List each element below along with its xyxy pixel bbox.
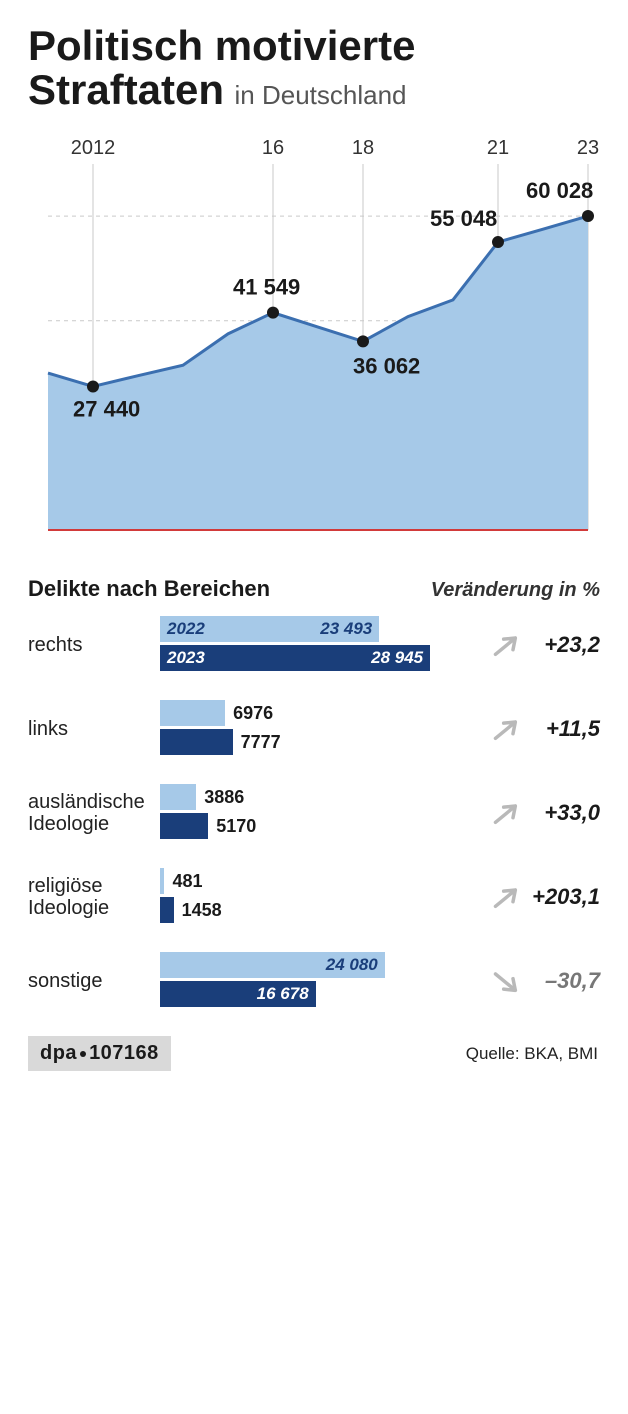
title-sub: in Deutschland: [235, 80, 407, 110]
change-value: +23,2: [526, 632, 600, 658]
svg-text:41 549: 41 549: [233, 275, 300, 300]
agency-name: dpa: [40, 1042, 77, 1064]
category-label: links: [28, 718, 160, 740]
bar-value: 1458: [182, 900, 222, 921]
footer-agency: dpa 107168: [28, 1036, 171, 1071]
bar-value: 28 945: [364, 648, 430, 668]
category-bars: 6976 7777: [160, 700, 460, 758]
bar-2023: [160, 729, 233, 755]
category-row: rechts2022 23 493 2023 28 945 +23,2: [28, 616, 600, 674]
category-bars: 2022 23 493 2023 28 945: [160, 616, 460, 674]
svg-text:27 440: 27 440: [73, 397, 140, 422]
area-chart: 2012 16 18 21 23 27 440 41 549 36 062 55 048 60 0…: [28, 130, 600, 550]
bar-value: 6976: [233, 703, 273, 724]
bar-value: 23 493: [313, 619, 379, 639]
svg-text:60 028: 60 028: [526, 178, 593, 203]
year-label-prev: 2022: [160, 619, 212, 639]
bar-value: 24 080: [319, 955, 385, 975]
bar-2022: [160, 700, 225, 726]
bar-value: 3886: [204, 787, 244, 808]
svg-text:16: 16: [262, 137, 284, 159]
footer-source: Quelle: BKA, BMI: [466, 1044, 600, 1064]
category-row: links 6976 7777 +11,5: [28, 700, 600, 758]
year-label-curr: 2023: [160, 648, 212, 668]
bar-2023: [160, 897, 174, 923]
svg-text:36 062: 36 062: [353, 354, 420, 379]
bar-value: 16 678: [250, 984, 316, 1004]
category-label: rechts: [28, 634, 160, 656]
section-change-header: Veränderung in %: [431, 579, 600, 602]
categories-list: rechts202223 493202328 945+23,2links6976…: [28, 616, 600, 1010]
category-change: +33,0: [460, 799, 600, 827]
change-value: +11,5: [526, 716, 600, 742]
svg-text:2012: 2012: [71, 137, 116, 159]
category-change: +23,2: [460, 631, 600, 659]
bar-2023: 2023 28 945: [160, 645, 430, 671]
category-row: ausländische Ideologie 3886 5170 +33,0: [28, 784, 600, 842]
bar-2023: 16 678: [160, 981, 316, 1007]
bar-value: 5170: [216, 816, 256, 837]
bar-2022: [160, 868, 164, 894]
section-header: Delikte nach Bereichen Veränderung in %: [28, 576, 600, 602]
category-bars: 24 08016 678: [160, 952, 460, 1010]
bar-2022: 24 080: [160, 952, 385, 978]
category-row: religiöse Ideologie 481 1458 +203,1: [28, 868, 600, 926]
bar-2022: [160, 784, 196, 810]
title-block: Politisch motivierte Straftaten in Deuts…: [28, 24, 600, 112]
category-change: +11,5: [460, 715, 600, 743]
svg-text:55 048: 55 048: [430, 206, 497, 231]
svg-text:18: 18: [352, 137, 374, 159]
footer: dpa 107168 Quelle: BKA, BMI: [28, 1036, 600, 1071]
category-label: ausländische Ideologie: [28, 791, 160, 835]
category-bars: 481 1458: [160, 868, 460, 926]
bar-2023: [160, 813, 208, 839]
svg-text:21: 21: [487, 137, 509, 159]
svg-text:23: 23: [577, 137, 599, 159]
category-change: +203,1: [460, 883, 600, 911]
agency-code: 107168: [89, 1042, 159, 1064]
category-label: religiöse Ideologie: [28, 875, 160, 919]
category-label: sonstige: [28, 970, 160, 992]
category-change: –30,7: [460, 967, 600, 995]
bar-value: 7777: [241, 732, 281, 753]
change-value: +203,1: [526, 884, 600, 910]
category-row: sonstige24 08016 678–30,7: [28, 952, 600, 1010]
change-value: –30,7: [526, 968, 600, 994]
section-title: Delikte nach Bereichen: [28, 576, 270, 602]
bar-2022: 2022 23 493: [160, 616, 379, 642]
category-bars: 3886 5170: [160, 784, 460, 842]
bar-value: 481: [172, 871, 202, 892]
change-value: +33,0: [526, 800, 600, 826]
